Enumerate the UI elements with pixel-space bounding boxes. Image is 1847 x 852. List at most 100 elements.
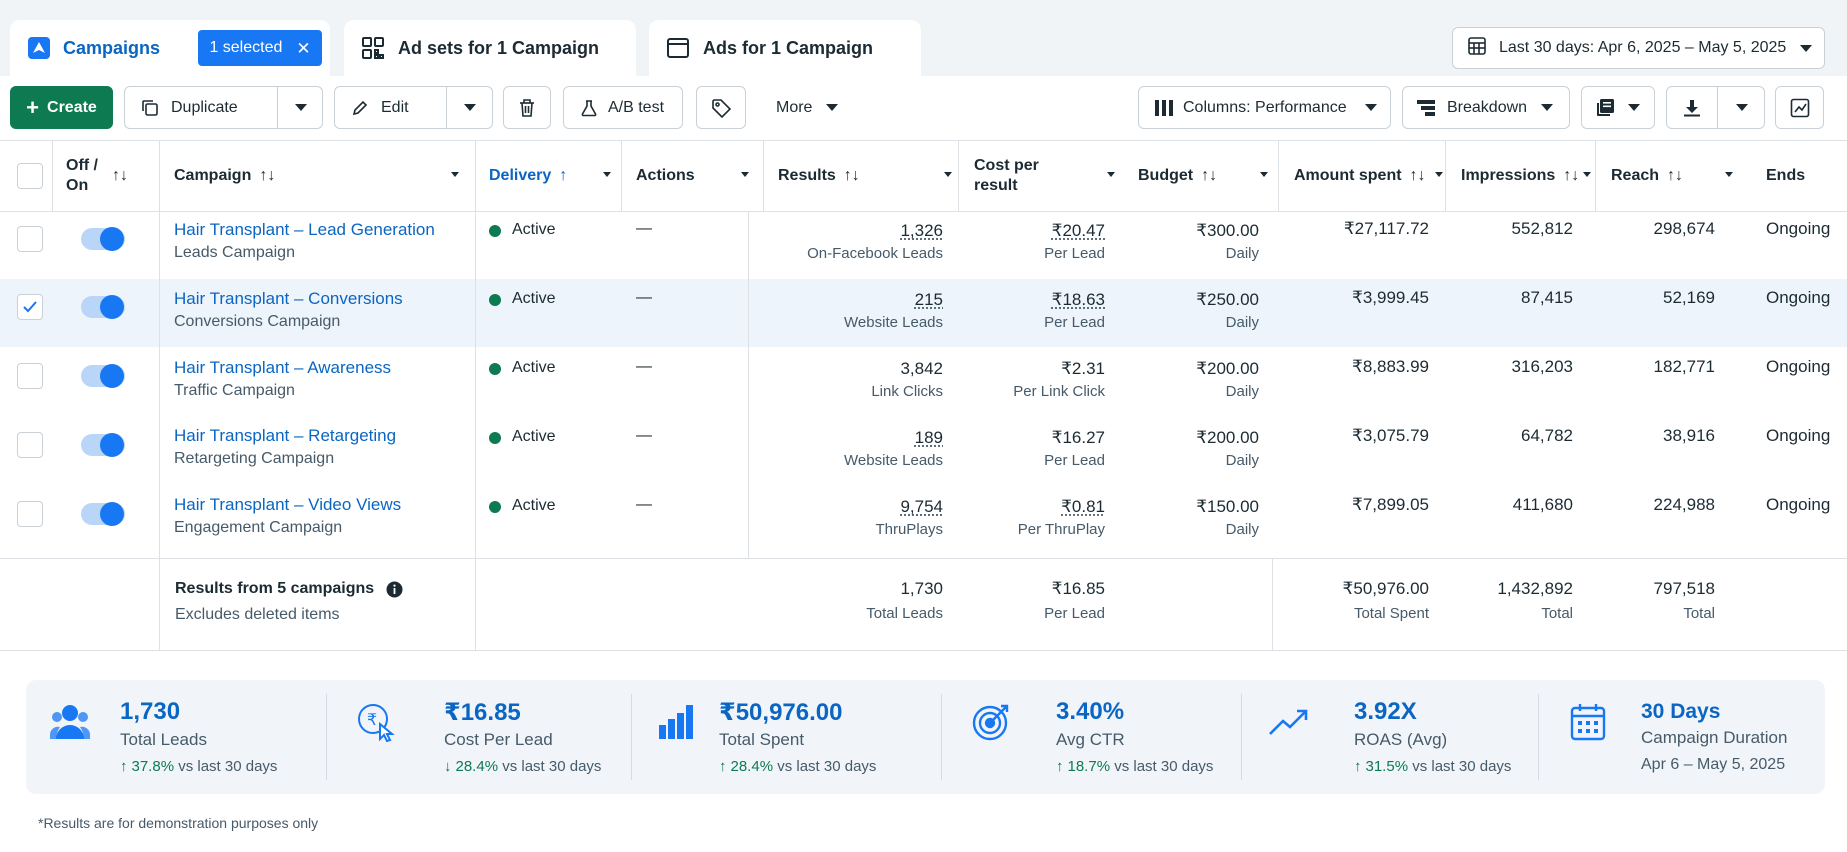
columns-dropdown[interactable]: Columns: Performance — [1138, 86, 1391, 129]
cost-per-result-value[interactable]: ₹0.81 — [1061, 497, 1105, 516]
row-checkbox-checked[interactable] — [17, 294, 43, 320]
more-menu[interactable]: More — [776, 86, 839, 129]
column-header-campaign[interactable]: Campaign ↑↓ — [174, 140, 475, 211]
row-checkbox[interactable] — [17, 432, 43, 458]
cost-per-result-value[interactable]: ₹16.27 — [1051, 428, 1105, 447]
toolbar: + Create Duplicate Edit — [0, 76, 1847, 140]
campaign-toggle[interactable] — [81, 364, 125, 388]
reach-value: 182,771 — [1653, 357, 1715, 376]
select-all-checkbox[interactable] — [17, 163, 43, 189]
row-checkbox[interactable] — [17, 226, 43, 252]
chevron-down-icon — [464, 104, 476, 111]
duplicate-dropdown[interactable] — [278, 87, 323, 128]
columns-label: Columns: Performance — [1183, 98, 1347, 116]
kpi-card-campaign-duration: 30 Days Campaign Duration Apr 6 – May 5,… — [1538, 680, 1825, 794]
create-button[interactable]: + Create — [10, 86, 113, 129]
header-budget-label: Budget — [1138, 166, 1194, 184]
duplicate-button[interactable]: Duplicate — [125, 87, 277, 128]
edit-split-button: Edit — [334, 86, 493, 129]
edit-button[interactable]: Edit — [335, 87, 445, 128]
campaign-name-link[interactable]: Hair Transplant – Retargeting — [174, 426, 397, 445]
delivery-status: Active — [512, 359, 556, 376]
kpi-summary-strip: 1,730 Total Leads ↑ 37.8% vs last 30 days… — [26, 680, 1825, 794]
delete-button[interactable] — [503, 86, 551, 129]
ends-value: Ongoing — [1766, 288, 1831, 307]
column-menu-icon[interactable] — [1260, 172, 1268, 177]
column-menu-icon[interactable] — [1107, 172, 1115, 177]
breakdown-dropdown[interactable]: Breakdown — [1402, 86, 1570, 129]
column-header-results[interactable]: Results ↑↓ — [778, 140, 958, 211]
row-checkbox[interactable] — [17, 501, 43, 527]
trash-icon — [518, 98, 536, 118]
arrow-down-icon: ↓ — [444, 758, 452, 775]
header-reach-label: Reach — [1611, 166, 1660, 184]
results-value[interactable]: 215 — [914, 290, 943, 309]
export-dropdown[interactable] — [1718, 87, 1765, 128]
download-icon — [1683, 99, 1701, 117]
export-button[interactable] — [1667, 87, 1717, 128]
kpi-value: 30 Days — [1641, 700, 1721, 723]
column-menu-icon[interactable] — [944, 172, 952, 177]
tab-ads[interactable]: Ads for 1 Campaign — [649, 20, 921, 76]
column-header-cost-per-result[interactable]: Cost per result — [974, 140, 1117, 211]
tab-adsets[interactable]: Ad sets for 1 Campaign — [344, 20, 636, 76]
campaign-name-link[interactable]: Hair Transplant – Lead Generation — [174, 220, 435, 239]
results-value[interactable]: 189 — [914, 428, 943, 447]
clear-selection-icon[interactable]: ✕ — [296, 38, 311, 58]
row-checkbox[interactable] — [17, 363, 43, 389]
tag-button[interactable] — [696, 86, 746, 129]
col-divider — [621, 140, 622, 211]
info-icon[interactable] — [386, 581, 403, 598]
results-value[interactable]: 9,754 — [900, 497, 943, 516]
kpi-change-suffix: vs last 30 days — [1110, 758, 1214, 775]
sort-icon: ↑↓ — [843, 166, 860, 184]
column-header-delivery[interactable]: Delivery ↑ — [489, 140, 621, 211]
chevron-down-icon — [1735, 104, 1748, 111]
charts-button[interactable] — [1775, 86, 1824, 129]
ends-value: Ongoing — [1766, 426, 1831, 445]
campaign-toggle[interactable] — [81, 502, 125, 526]
column-menu-icon[interactable] — [1725, 172, 1733, 177]
kpi-change-suffix: vs last 30 days — [773, 758, 877, 775]
campaign-toggle[interactable] — [81, 433, 125, 457]
tab-campaigns[interactable]: Campaigns 1 selected ✕ — [10, 20, 330, 76]
column-menu-icon[interactable] — [1435, 172, 1443, 177]
cost-per-result-value[interactable]: ₹2.31 — [1061, 359, 1105, 378]
campaign-toggle[interactable] — [81, 295, 125, 319]
kpi-card-roas: 3.92X ROAS (Avg) ↑ 31.5% vs last 30 days — [1241, 680, 1541, 794]
column-header-off-on[interactable]: Off / On ↑↓ — [66, 140, 128, 211]
actions-value: — — [636, 496, 652, 513]
column-menu-icon[interactable] — [603, 172, 611, 177]
cost-per-result-value[interactable]: ₹18.63 — [1051, 290, 1105, 309]
total-spent-label: Total Spent — [1353, 605, 1429, 622]
column-menu-icon[interactable] — [451, 172, 459, 177]
column-header-actions[interactable]: Actions — [636, 140, 763, 211]
column-header-reach[interactable]: Reach ↑↓ — [1611, 140, 1733, 211]
column-menu-icon[interactable] — [1583, 172, 1591, 177]
results-value[interactable]: 3,842 — [900, 359, 943, 378]
column-header-budget[interactable]: Budget ↑↓ — [1138, 140, 1278, 211]
results-value[interactable]: 1,326 — [900, 221, 943, 240]
campaign-name-link[interactable]: Hair Transplant – Video Views — [174, 495, 402, 514]
ab-test-button[interactable]: A/B test — [563, 86, 683, 129]
cost-per-result-value[interactable]: ₹20.47 — [1051, 221, 1105, 240]
actions-value: — — [636, 289, 652, 306]
campaign-type: Engagement Campaign — [174, 519, 343, 536]
column-menu-icon[interactable] — [741, 172, 749, 177]
column-header-amount-spent[interactable]: Amount spent ↑↓ — [1294, 140, 1445, 211]
edit-dropdown[interactable] — [447, 87, 493, 128]
date-range-picker[interactable]: Last 30 days: Apr 6, 2025 – May 5, 2025 — [1452, 27, 1825, 69]
reports-dropdown[interactable] — [1581, 86, 1655, 129]
columns-icon — [1155, 99, 1173, 116]
impressions-value: 64,782 — [1521, 426, 1573, 445]
selected-chip[interactable]: 1 selected ✕ — [198, 30, 323, 66]
campaign-name-link[interactable]: Hair Transplant – Conversions — [174, 289, 403, 308]
plus-icon: + — [26, 94, 40, 120]
kpi-label: Campaign Duration — [1641, 728, 1788, 747]
split-divider — [1717, 87, 1718, 128]
column-header-ends[interactable]: Ends — [1766, 140, 1805, 211]
campaign-toggle[interactable] — [81, 227, 125, 251]
budget-label: Daily — [1225, 245, 1259, 262]
column-header-impressions[interactable]: Impressions ↑↓ — [1461, 140, 1595, 211]
campaign-name-link[interactable]: Hair Transplant – Awareness — [174, 358, 392, 377]
